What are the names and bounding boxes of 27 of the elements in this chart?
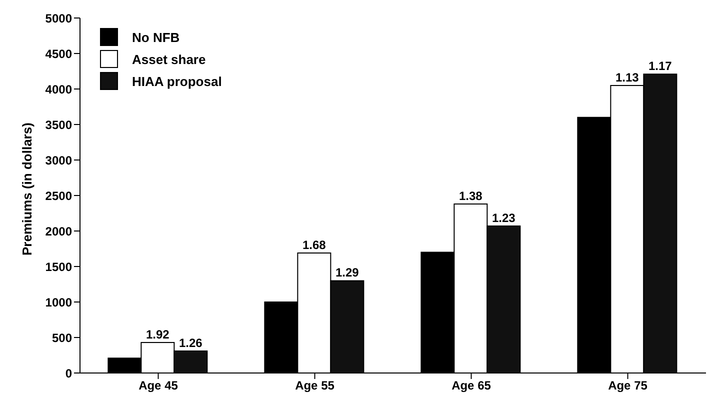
annotation: 1.23: [492, 211, 516, 226]
y-tick-label: 3000: [45, 153, 72, 168]
y-tick-label: 4000: [45, 82, 72, 96]
annotation: 1.68: [302, 238, 326, 252]
annotation: 1.26: [178, 336, 203, 350]
y-tick-label: 2000: [45, 224, 72, 238]
y-tick-label: 500: [52, 330, 72, 345]
annotation: 1.29: [335, 266, 360, 280]
y-tick-label: 1000: [45, 295, 72, 310]
x-tick-label: Age 45: [138, 378, 178, 393]
y-tick-label: 1500: [45, 260, 72, 274]
y-tick-label: 0: [65, 366, 72, 380]
annotation: 1.13: [615, 70, 640, 84]
annotation: 1.17: [648, 59, 672, 74]
annotation: 1.92: [146, 327, 170, 342]
y-tick-label: 4500: [45, 46, 72, 61]
x-tick-label: Age 75: [608, 378, 648, 393]
y-tick-label: 2500: [45, 188, 72, 203]
legend-label: HIAA proposal: [132, 74, 222, 88]
y-axis-title: Premiums (in dollars): [20, 122, 35, 256]
annotation: 1.38: [458, 189, 483, 204]
x-tick-label: Age 65: [452, 378, 492, 393]
y-tick-label: 3500: [45, 118, 72, 132]
legend-label: No NFB: [132, 30, 180, 44]
y-tick-label: 5000: [45, 11, 72, 26]
legend-label: Asset share: [132, 52, 206, 66]
x-tick-label: Age 55: [295, 378, 335, 393]
